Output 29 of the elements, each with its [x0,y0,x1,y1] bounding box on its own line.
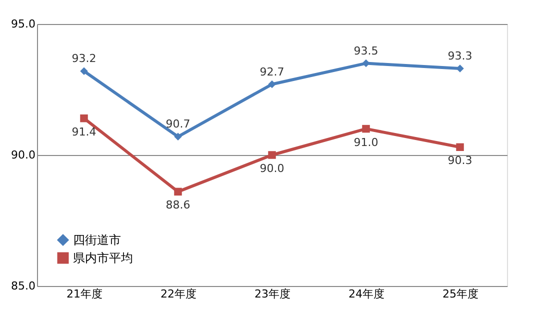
data-label: 90.7 [166,118,190,131]
y-tick-label: 85.0 [11,280,36,292]
point [174,132,182,141]
point [456,64,464,72]
point [174,188,182,196]
data-label: 93.5 [354,44,378,58]
point [268,80,276,88]
data-label: 91.0 [354,136,378,149]
legend-label: 四街道市 [73,233,121,247]
legend-label: 県内市平均 [73,251,133,265]
point [362,124,370,133]
x-tick-label: 21年度 [66,288,102,300]
x-tick-label: 25年度 [442,288,478,300]
y-tick-label: 95.0 [11,18,36,30]
x-tick-label: 23年度 [254,288,290,300]
data-label: 91.4 [72,125,96,138]
x-tick-label: 24年度 [348,288,384,300]
data-label: 92.7 [260,65,284,78]
point [80,114,88,122]
data-label: 88.6 [166,198,190,212]
point [268,151,276,159]
data-label: 90.0 [260,162,284,175]
y-tick-label: 90.0 [11,148,36,162]
point [80,67,88,76]
x-tick-label: 22年度 [160,288,196,300]
data-label: 90.3 [448,154,472,168]
data-label: 93.3 [448,50,472,63]
point [456,143,464,152]
data-label: 93.2 [72,52,96,66]
